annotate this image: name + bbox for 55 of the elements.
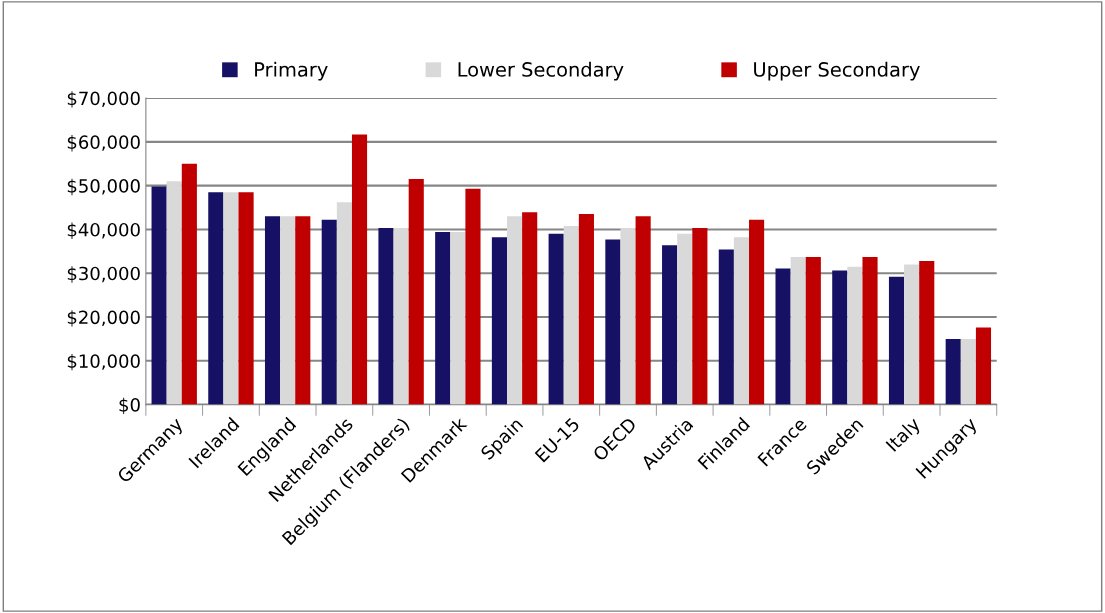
bar [522, 212, 538, 405]
bar [264, 216, 281, 405]
bar [548, 233, 564, 405]
y-tick-label: $50,000 [67, 178, 140, 196]
bar [960, 338, 976, 405]
bar [563, 225, 579, 405]
bar [847, 266, 863, 405]
bar [151, 186, 167, 405]
bar [295, 216, 311, 405]
bar [862, 257, 878, 405]
bar [919, 260, 935, 405]
bar [718, 249, 734, 405]
bar [465, 188, 481, 405]
bar [181, 163, 197, 405]
bar [775, 268, 791, 405]
bar [578, 214, 594, 405]
bar [620, 228, 636, 405]
legend-label: Upper Secondary [754, 61, 920, 81]
bar [507, 216, 523, 405]
y-tick-label: $20,000 [67, 310, 140, 327]
bar [208, 192, 224, 405]
bar [692, 228, 708, 405]
bar [223, 192, 239, 405]
y-tick-label: $0 [119, 397, 140, 415]
bar [393, 228, 409, 405]
bar [790, 257, 806, 405]
y-tick-label: $60,000 [67, 135, 140, 152]
bar [238, 192, 254, 405]
bar [351, 134, 368, 405]
legend-label: Primary [255, 61, 328, 81]
y-tick-label: $10,000 [67, 353, 140, 371]
bar [904, 264, 920, 405]
bar [408, 179, 424, 405]
bar [166, 181, 182, 405]
bar [635, 216, 651, 405]
y-tick-label: $40,000 [67, 222, 140, 239]
bar [450, 232, 466, 405]
bar [749, 219, 765, 405]
bar [975, 327, 992, 405]
bar [805, 257, 821, 405]
bar [336, 202, 352, 405]
bar [888, 276, 905, 405]
y-tick-label: $70,000 [67, 91, 140, 108]
bar [832, 270, 848, 405]
bar [733, 237, 750, 405]
legend-label: Lower Secondary [458, 61, 624, 81]
bar [321, 219, 337, 405]
bar [677, 233, 693, 405]
bar [378, 228, 394, 405]
bar [491, 237, 507, 405]
y-tick-label: $30,000 [67, 266, 140, 283]
bar [280, 216, 296, 405]
bar [435, 232, 451, 405]
bar [662, 245, 678, 405]
bar [605, 239, 621, 405]
